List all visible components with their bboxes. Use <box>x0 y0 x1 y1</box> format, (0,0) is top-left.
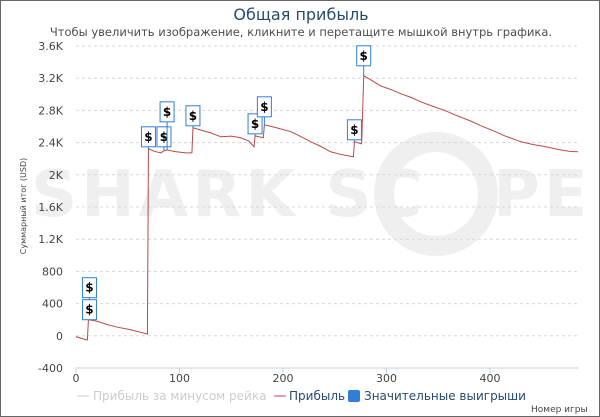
x-tick-label: 100 <box>169 372 190 385</box>
big-win-flag[interactable]: $ <box>156 126 172 151</box>
y-tick-label: 0 <box>56 330 63 343</box>
flag-label: $ <box>189 109 197 123</box>
chart-subtitle: Чтобы увеличить изображение, кликните и … <box>50 25 552 39</box>
legend-label: Прибыль за минусом рейка <box>93 389 266 403</box>
flag-label: $ <box>251 117 259 131</box>
svg-text:PE: PE <box>493 158 592 232</box>
y-tick-label: 1.2K <box>38 233 63 246</box>
flag-label: $ <box>360 49 368 63</box>
flag-label: $ <box>163 105 171 119</box>
x-tick-label: 400 <box>480 372 501 385</box>
sharkscope-watermark: SHARK SC PE <box>31 132 592 256</box>
y-tick-label: 3.2K <box>38 72 63 85</box>
legend-item-net-profit[interactable]: Прибыль за минусом рейка <box>77 389 266 403</box>
legend-symbol <box>348 390 360 402</box>
y-tick-label: 1.6K <box>38 201 63 214</box>
flag-label: $ <box>85 303 93 317</box>
big-win-flag[interactable]: $ <box>159 101 175 150</box>
y-axis-label: Суммарный итог (USD) <box>19 158 28 255</box>
flag-label: $ <box>160 130 168 144</box>
big-win-flag[interactable]: $ <box>81 299 97 321</box>
legend-item-big-wins[interactable]: Значительные выигрыши <box>348 389 526 403</box>
legend-item-profit[interactable]: Прибыль <box>274 389 345 403</box>
svg-text:SHARK SC: SHARK SC <box>31 158 426 232</box>
x-tick-label: 0 <box>73 372 80 385</box>
y-tick-label: 800 <box>42 265 63 278</box>
legend-label: Прибыль <box>289 389 345 403</box>
big-win-flag[interactable]: $ <box>185 105 201 128</box>
x-tick-label: 200 <box>273 372 294 385</box>
y-tick-label: 3.6K <box>38 40 63 53</box>
flag-label: $ <box>144 130 152 144</box>
big-win-flag[interactable]: $ <box>356 45 372 76</box>
legend: Прибыль за минусом рейка Прибыль Значите… <box>77 389 526 403</box>
y-tick-label: 2.8K <box>38 104 63 117</box>
flag-label: $ <box>260 100 268 114</box>
big-win-flag[interactable]: $ <box>346 119 362 142</box>
flag-label: $ <box>85 281 93 295</box>
x-axis-label: Номер игры <box>531 405 588 415</box>
big-win-flag[interactable]: $ <box>256 96 272 125</box>
big-win-flag[interactable]: $ <box>247 113 263 136</box>
legend-label: Значительные выигрыши <box>364 389 526 403</box>
y-tick-label: -400 <box>38 362 63 375</box>
x-tick-label: 300 <box>376 372 397 385</box>
big-win-flag[interactable]: $ <box>140 126 156 149</box>
y-tick-label: 400 <box>42 298 63 311</box>
chart-title: Общая прибыль <box>233 5 368 24</box>
y-tick-label: 2K <box>49 169 64 182</box>
flag-label: $ <box>350 123 358 137</box>
y-tick-label: 2.4K <box>38 137 63 150</box>
